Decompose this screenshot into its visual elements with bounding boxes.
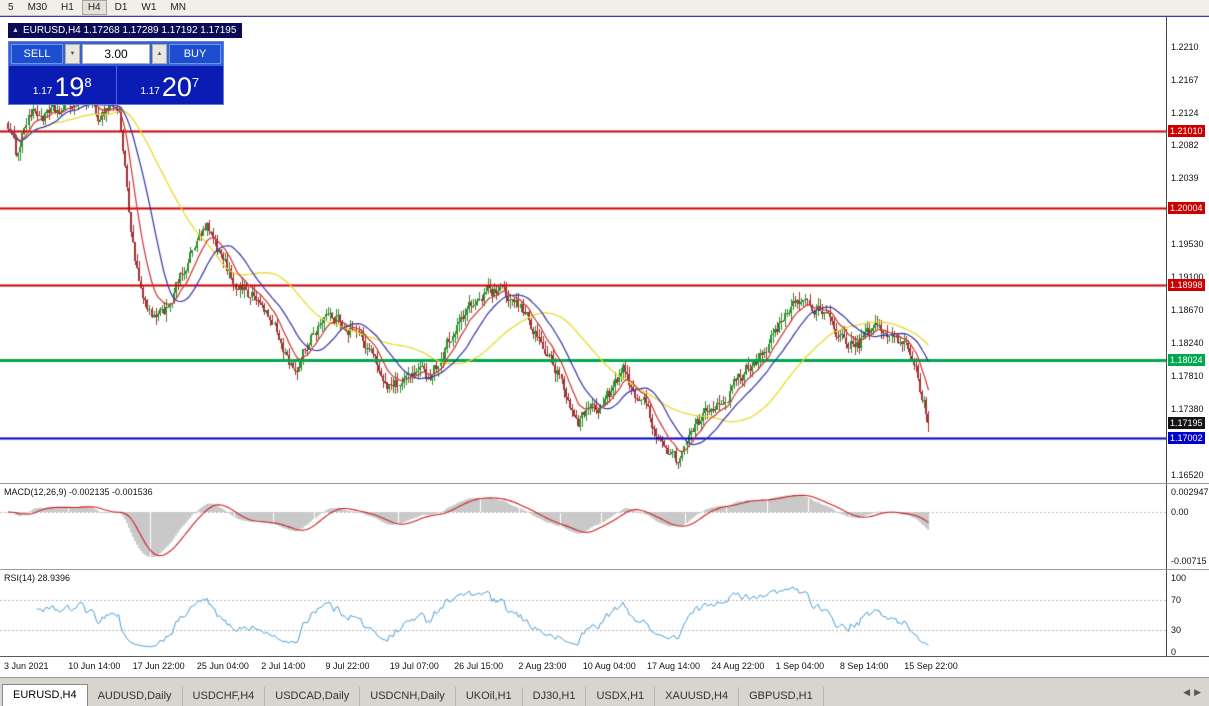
buy-button[interactable]: BUY bbox=[169, 44, 221, 64]
tab-usdchf-h4[interactable]: USDCHF,H4 bbox=[183, 687, 266, 706]
buy-price-display: 1.17 20 7 bbox=[115, 66, 224, 104]
macd-indicator-chart[interactable] bbox=[0, 484, 1166, 569]
chart-tab-bar: EURUSD,H4 AUDUSD,Daily USDCHF,H4 USDCAD,Dai… bbox=[0, 677, 1209, 706]
timeframe-button-w1[interactable]: W1 bbox=[141, 2, 157, 13]
time-axis-label: 3 Jun 2021 bbox=[4, 661, 49, 671]
rsi-axis-label: 0 bbox=[1171, 647, 1177, 657]
timeframe-button-h1[interactable]: H1 bbox=[61, 2, 74, 13]
tab-usdx-h1[interactable]: USDX,H1 bbox=[586, 687, 656, 706]
time-axis-label: 9 Jul 22:00 bbox=[325, 661, 370, 671]
time-axis-label: 24 Aug 22:00 bbox=[711, 661, 765, 671]
buy-price-prefix: 1.17 bbox=[140, 86, 160, 97]
macd-axis-label: 0.002947 bbox=[1171, 486, 1209, 497]
time-axis-label: 8 Sep 14:00 bbox=[839, 661, 889, 671]
price-axis-label: 1.19100 bbox=[1171, 272, 1204, 283]
chart-title-badge: ▲ EURUSD,H4 1.17268 1.17289 1.17192 1.17… bbox=[8, 23, 243, 38]
rsi-axis-label: 100 bbox=[1171, 573, 1187, 583]
price-axis-label: 1.17380 bbox=[1171, 404, 1204, 415]
chart-title-text: EURUSD,H4 1.17268 1.17289 1.17192 1.1719… bbox=[22, 25, 237, 36]
tab-dj30-h1[interactable]: DJ30,H1 bbox=[523, 687, 587, 706]
timeframe-button-h4[interactable]: H4 bbox=[81, 0, 107, 15]
time-axis-label: 2 Aug 23:00 bbox=[518, 661, 567, 671]
price-axis-label: 1.2039 bbox=[1171, 173, 1199, 184]
price-axis-label: 1.18670 bbox=[1171, 305, 1204, 316]
volume-decrease-icon[interactable]: ▼ bbox=[65, 44, 80, 64]
timeframe-button-mn[interactable]: MN bbox=[170, 2, 186, 13]
one-click-controls-row: SELL ▼ 3.00 ▲ BUY bbox=[9, 42, 223, 66]
price-level-badge: 1.17195 bbox=[1168, 417, 1205, 430]
price-level-badge: 1.21010 bbox=[1168, 124, 1205, 137]
time-axis-label: 2 Jul 14:00 bbox=[261, 661, 306, 671]
volume-increase-icon[interactable]: ▲ bbox=[152, 44, 167, 64]
time-axis-label: 10 Aug 04:00 bbox=[582, 661, 636, 671]
price-axis-label: 1.17810 bbox=[1171, 371, 1204, 382]
time-axis[interactable]: 3 Jun 2021 10 Jun 14:00 17 Jun 22:00 25 Jun… bbox=[0, 657, 1166, 677]
time-axis-label: 25 Jun 04:00 bbox=[196, 661, 249, 671]
rsi-indicator-chart[interactable] bbox=[0, 570, 1166, 656]
sell-price-prefix: 1.17 bbox=[32, 86, 53, 97]
timeframe-button-5[interactable]: 5 bbox=[8, 2, 14, 13]
price-level-badge: 1.20004 bbox=[1168, 201, 1205, 214]
price-axis-label: 1.16520 bbox=[1171, 470, 1204, 481]
sell-price-pipette: 8 bbox=[84, 75, 92, 90]
time-axis-label: 19 Jul 07:00 bbox=[389, 661, 439, 671]
collapse-triangle-icon[interactable]: ▲ bbox=[12, 27, 19, 34]
price-axis-label: 1.2082 bbox=[1171, 140, 1199, 151]
tab-audusd-daily[interactable]: AUDUSD,Daily bbox=[88, 687, 183, 706]
price-axis-label: 1.2124 bbox=[1171, 107, 1199, 118]
rsi-axis-label: 70 bbox=[1171, 595, 1182, 606]
tab-ukoil-h1[interactable]: UKOil,H1 bbox=[456, 687, 523, 706]
sell-button[interactable]: SELL bbox=[11, 44, 63, 64]
time-axis-separator bbox=[0, 656, 1209, 657]
tab-scroll-controls: ◀ ▶ bbox=[1175, 678, 1209, 706]
time-axis-label: 15 Sep 22:00 bbox=[904, 661, 958, 671]
timeframe-toolbar: 5 M30 H1 H4 D1 W1 MN bbox=[0, 0, 1209, 16]
macd-panel-splitter[interactable] bbox=[0, 483, 1209, 484]
macd-axis-label: 0.00 bbox=[1171, 507, 1189, 517]
rsi-panel-splitter[interactable] bbox=[0, 569, 1209, 570]
price-level-badge: 1.17002 bbox=[1168, 432, 1205, 445]
one-click-prices-row: 1.17 19 8 1.17 20 7 bbox=[9, 66, 223, 104]
macd-axis-label: -0.00715 bbox=[1171, 555, 1207, 566]
tabs-scroll-left-icon[interactable]: ◀ bbox=[1183, 686, 1191, 697]
chart-window-top-border bbox=[0, 16, 1209, 17]
rsi-indicator-label: RSI(14) 28.9396 bbox=[4, 573, 71, 583]
tab-eurusd-h4[interactable]: EURUSD,H4 bbox=[2, 684, 88, 706]
timeframe-button-d1[interactable]: D1 bbox=[114, 2, 128, 13]
volume-input[interactable]: 3.00 bbox=[82, 44, 150, 64]
tab-xauusd-h4[interactable]: XAUUSD,H4 bbox=[655, 687, 740, 706]
time-axis-label: 17 Jun 22:00 bbox=[132, 661, 185, 671]
price-axis-label: 1.2167 bbox=[1171, 74, 1199, 85]
time-axis-label: 10 Jun 14:00 bbox=[68, 661, 121, 671]
time-axis-label: 17 Aug 14:00 bbox=[647, 661, 701, 671]
price-axis-label: 1.19530 bbox=[1171, 239, 1204, 250]
one-click-trading-panel: SELL ▼ 3.00 ▲ BUY 1.17 19 8 1.17 20 7 bbox=[8, 41, 224, 105]
price-level-badge: 1.18024 bbox=[1168, 353, 1205, 366]
time-axis-label: 26 Jul 15:00 bbox=[454, 661, 504, 671]
sell-price-big: 19 bbox=[54, 72, 85, 102]
price-axis-label: 1.18240 bbox=[1171, 338, 1204, 349]
sell-price-display: 1.17 19 8 bbox=[9, 66, 116, 104]
timeframe-button-m30[interactable]: M30 bbox=[27, 2, 48, 13]
price-axis[interactable]: 1.2210 1.2167 1.2124 1.2082 1.2039 1.19530 1.1… bbox=[1166, 17, 1209, 657]
macd-indicator-label: MACD(12,26,9) -0.002135 -0.001536 bbox=[4, 487, 153, 497]
rsi-axis-label: 30 bbox=[1171, 624, 1182, 635]
tab-usdcad-daily[interactable]: USDCAD,Daily bbox=[265, 687, 361, 706]
tab-gbpusd-h1[interactable]: GBPUSD,H1 bbox=[739, 687, 824, 706]
tabs-scroll-right-icon[interactable]: ▶ bbox=[1194, 686, 1201, 697]
buy-price-big: 20 bbox=[161, 72, 192, 102]
price-level-badge: 1.18998 bbox=[1168, 279, 1205, 292]
tab-usdcnh-daily[interactable]: USDCNH,Daily bbox=[360, 687, 456, 706]
time-axis-label: 1 Sep 04:00 bbox=[775, 661, 825, 671]
buy-price-pipette: 7 bbox=[191, 75, 200, 90]
price-axis-label: 1.2210 bbox=[1171, 42, 1199, 52]
chart-tabs: EURUSD,H4 AUDUSD,Daily USDCHF,H4 USDCAD,Dai… bbox=[0, 683, 824, 706]
